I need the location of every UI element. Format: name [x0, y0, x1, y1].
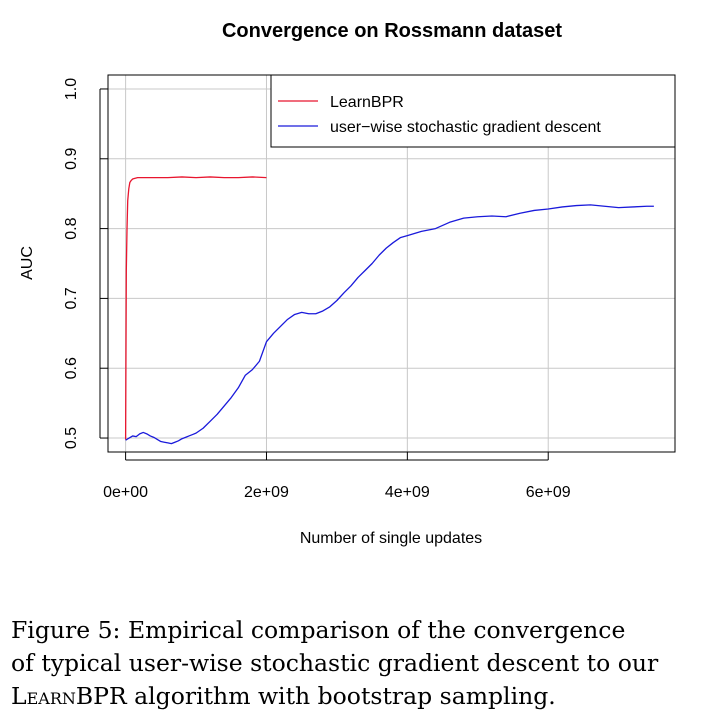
legend-box	[270, 74, 676, 148]
y-tick-label: 0.9	[63, 148, 80, 170]
chart-title: Convergence on Rossmann dataset	[222, 20, 562, 42]
y-tick-label: 0.5	[63, 427, 80, 449]
y-tick-label: 0.6	[63, 357, 80, 379]
x-axis-label: Number of single updates	[300, 530, 482, 547]
y-tick-label: 1.0	[63, 78, 80, 100]
data-series	[124, 176, 654, 445]
y-tick-label: 0.8	[63, 217, 80, 239]
y-axis: 0.5 0.6 0.7 0.8 0.9 1.0	[63, 78, 108, 449]
legend: LearnBPR user−wise stochastic gradient d…	[270, 74, 676, 148]
series-sgd-line	[125, 204, 654, 445]
caption-line-3: LearnBPR algorithm with bootstrap sampli…	[11, 680, 717, 713]
x-tick-label: 0e+00	[103, 484, 148, 501]
series-learnbpr-line	[124, 176, 267, 440]
x-tick-label: 2e+09	[244, 484, 289, 501]
caption-line-3-rest: algorithm with bootstrap sampling.	[126, 682, 556, 710]
caption-line-2: of typical user-wise stochastic gradient…	[11, 649, 659, 677]
x-tick-label: 6e+09	[526, 484, 571, 501]
y-tick-label: 0.7	[63, 287, 80, 309]
caption-method-name: LearnBPR	[11, 682, 127, 710]
figure-caption: Figure 5: Empirical comparison of the co…	[11, 614, 717, 713]
legend-label-sgd: user−wise stochastic gradient descent	[330, 119, 601, 136]
y-axis-label: AUC	[19, 246, 36, 280]
convergence-chart: Convergence on Rossmann dataset 0e+00 2e+…	[19, 20, 676, 547]
x-axis: 0e+00 2e+09 4e+09 6e+09	[103, 452, 571, 501]
caption-line-1: Figure 5: Empirical comparison of the co…	[11, 616, 626, 644]
x-tick-label: 4e+09	[385, 484, 430, 501]
legend-label-learnbpr: LearnBPR	[330, 94, 404, 111]
